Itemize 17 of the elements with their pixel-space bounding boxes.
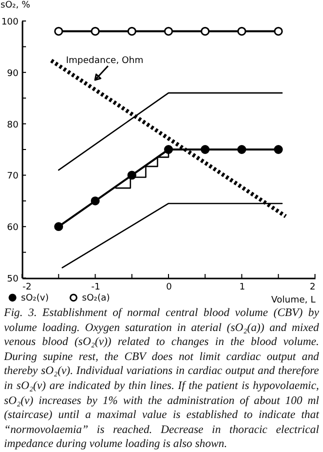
- y-axis-title: sO₂, %: [0, 0, 31, 10]
- legend-label: sO₂(a): [82, 294, 110, 304]
- x-tick-label: 2: [310, 282, 316, 292]
- legend-label: sO₂(v): [21, 294, 49, 304]
- x-tick-label: 0: [166, 282, 172, 292]
- x-tick-label: -2: [22, 282, 32, 292]
- y-tick-label: 70: [7, 172, 19, 182]
- y-tick-label: 80: [7, 120, 19, 130]
- x-axis-title: Volume, L: [271, 296, 316, 306]
- x-tick-label: 1: [239, 282, 246, 292]
- y-tick-label: 50: [7, 274, 19, 284]
- annotation: Impedance, Ohm: [66, 56, 144, 66]
- x-tick-label: -1: [91, 282, 100, 292]
- text: Fig. 3. Establishment of normal central blood volume (CBV) by volume loading. Oxygen saturation in aterial (sO₂(a)) and mixed venous blood (sO₂(v)) related to changes in the blood volume. During supine rest, the CBV does not limit cardiac output and thereby sO₂(v). Individual variations in cardiac output and therefore in sO₂(v) are indicated by thin lines. If the patient is hypovolaemic, sO₂(v) increases by 1% with the administration of about 100 ml (staircase) until a maximal value is established to indicate that “normovolaemia” is reached. Decrease in thoracic electrical impedance during volume loading is also shown.: [4, 307, 319, 450]
- y-tick-label: 90: [7, 68, 19, 79]
- y-tick-label: 60: [7, 223, 19, 234]
- y-tick-label: 100: [1, 18, 19, 28]
